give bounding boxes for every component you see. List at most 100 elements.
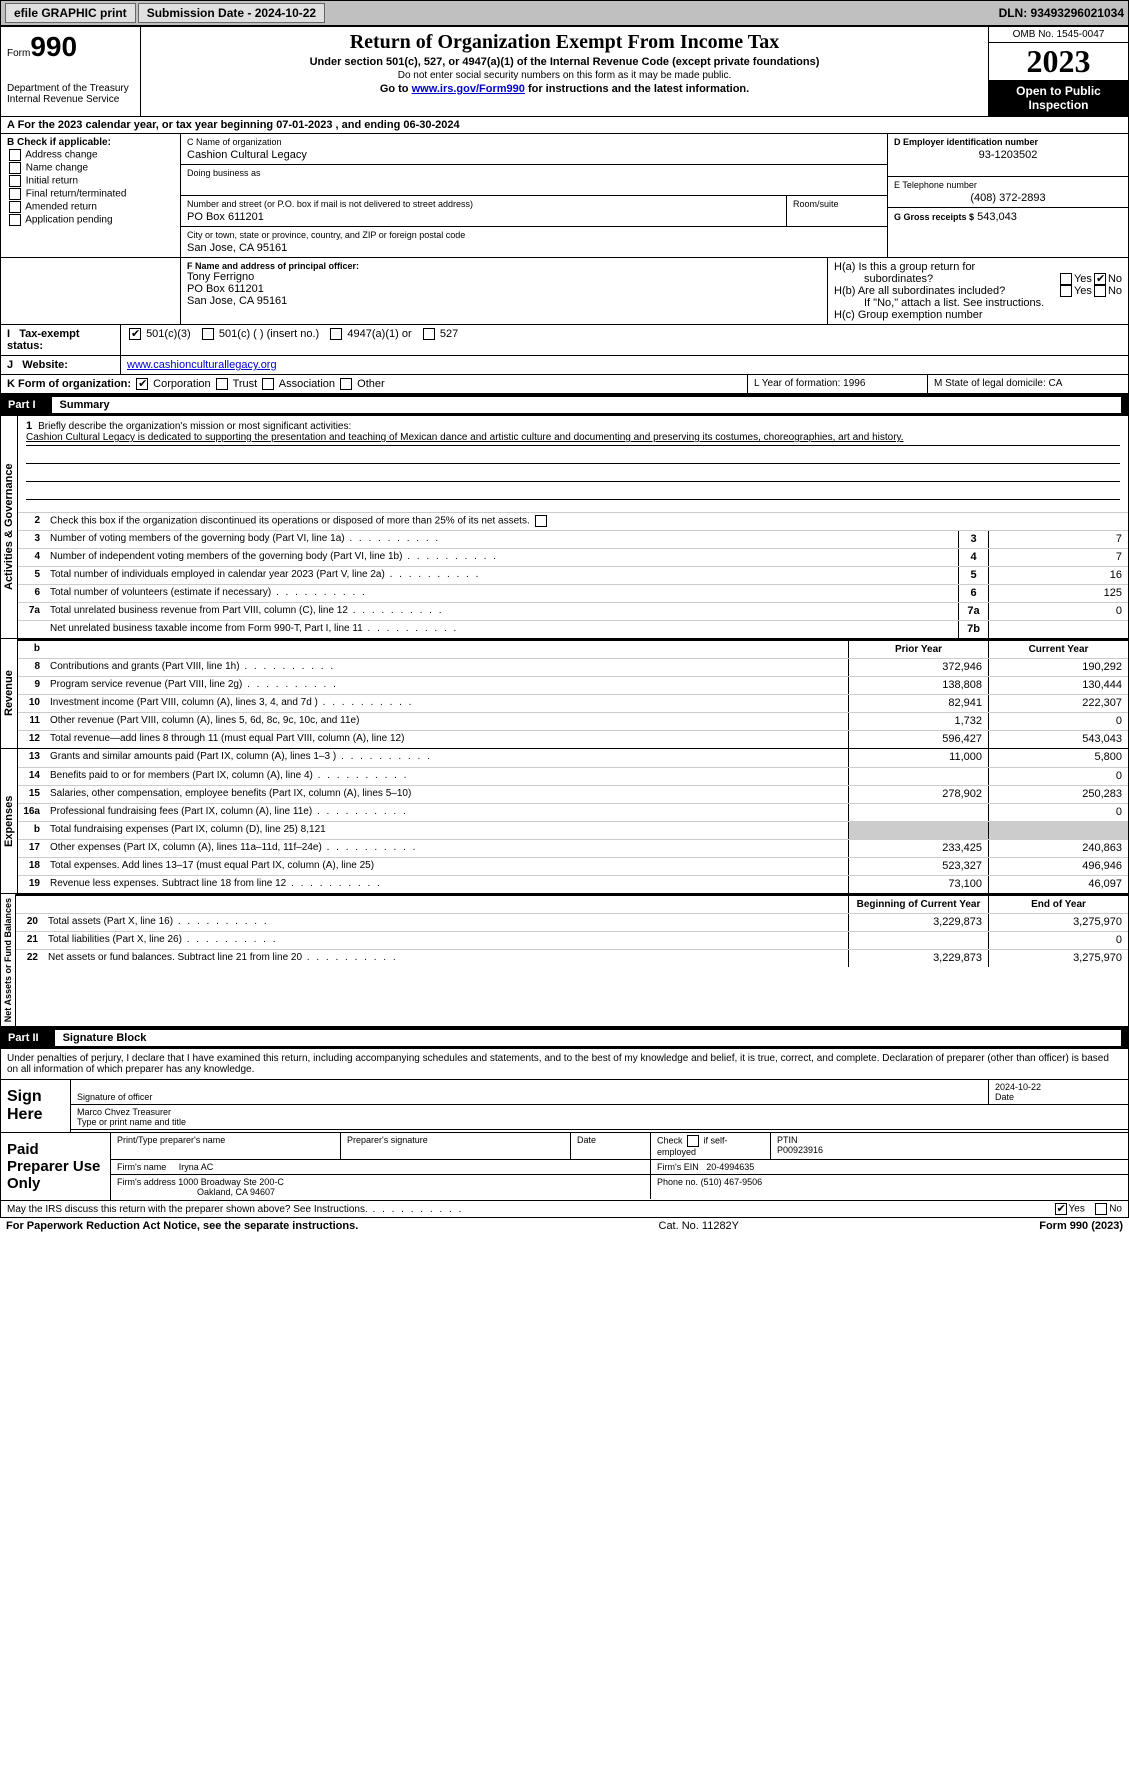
section-bcd: B Check if applicable: Address change Na… [0,134,1129,258]
officer-street: PO Box 611201 [187,283,821,295]
line-19-current: 46,097 [988,876,1128,893]
line-7a-value: 0 [988,603,1128,620]
final-return-checkbox[interactable] [9,188,21,200]
officer-label: F Name and address of principal officer: [187,261,821,271]
line-18-current: 496,946 [988,858,1128,875]
self-employed-checkbox[interactable] [687,1135,699,1147]
4947a1-checkbox[interactable] [330,328,342,340]
ha-no-checkbox[interactable] [1094,273,1106,285]
officer-city: San Jose, CA 95161 [187,295,821,307]
line-15-desc: Salaries, other compensation, employee b… [46,786,848,803]
association-checkbox[interactable] [262,378,274,390]
org-name-label: C Name of organization [187,137,881,147]
line-18-desc: Total expenses. Add lines 13–17 (must eq… [46,858,848,875]
paid-preparer-section: Paid Preparer Use Only Print/Type prepar… [0,1133,1129,1201]
city-label: City or town, state or province, country… [187,230,881,240]
firm-ein-value: 20-4994635 [706,1162,754,1172]
expenses-section: Expenses 13Grants and similar amounts pa… [0,749,1129,894]
line-10-desc: Investment income (Part VIII, column (A)… [46,695,848,712]
line-6-value: 125 [988,585,1128,602]
website-link[interactable]: www.cashionculturallegacy.org [127,359,277,371]
form-990-footer: Form 990 (2023) [1039,1220,1123,1232]
line-5-desc: Total number of individuals employed in … [46,567,958,584]
line-9-desc: Program service revenue (Part VIII, line… [46,677,848,694]
other-checkbox[interactable] [340,378,352,390]
line-4-desc: Number of independent voting members of … [46,549,958,566]
hb-label: H(b) Are all subordinates included? [834,285,1058,297]
line-9-current: 130,444 [988,677,1128,694]
line-16a-current: 0 [988,804,1128,821]
firm-addr-label: Firm's address [117,1177,176,1187]
telephone-label: E Telephone number [894,180,1122,190]
footer-row: For Paperwork Reduction Act Notice, see … [0,1218,1129,1234]
firm-phone-value: (510) 467-9506 [701,1177,763,1187]
discuss-no-checkbox[interactable] [1095,1203,1107,1215]
form-org-label: K Form of organization: [7,378,131,390]
section-j: J Website: www.cashionculturallegacy.org [0,356,1129,375]
irs-link[interactable]: www.irs.gov/Form990 [412,83,525,95]
type-name-label: Type or print name and title [77,1117,1122,1127]
sign-here-section: Sign Here Signature of officer 2024-10-2… [0,1080,1129,1133]
ein-label: D Employer identification number [894,137,1122,147]
line-8-prior: 372,946 [848,659,988,676]
sign-date-label: Date [995,1092,1122,1102]
amended-return-checkbox[interactable] [9,201,21,213]
line-7b-desc: Net unrelated business taxable income fr… [46,621,958,638]
line-10-current: 222,307 [988,695,1128,712]
line-3-value: 7 [988,531,1128,548]
ein-value: 93-1203502 [894,149,1122,161]
line-19-prior: 73,100 [848,876,988,893]
dln-label: DLN: 93493296021034 [999,6,1124,20]
section-klm: K Form of organization: Corporation Trus… [0,375,1129,394]
line-22-end: 3,275,970 [988,950,1128,967]
discuss-row: May the IRS discuss this return with the… [0,1201,1129,1218]
ha-yes-checkbox[interactable] [1060,273,1072,285]
line-5-value: 16 [988,567,1128,584]
501c-checkbox[interactable] [202,328,214,340]
line-13-current: 5,800 [988,749,1128,767]
527-checkbox[interactable] [423,328,435,340]
line-13-desc: Grants and similar amounts paid (Part IX… [46,749,848,767]
form-prefix: Form [7,48,30,59]
ptin-value: P00923916 [777,1145,823,1155]
org-name-value: Cashion Cultural Legacy [187,149,881,161]
trust-checkbox[interactable] [216,378,228,390]
part-1-header: Part I Summary [0,394,1129,416]
address-change-checkbox[interactable] [9,149,21,161]
efile-print-button[interactable]: efile GRAPHIC print [5,3,136,23]
omb-number: OMB No. 1545-0047 [989,27,1128,43]
officer-name: Tony Ferrigno [187,271,821,283]
firm-phone-label: Phone no. [657,1177,698,1187]
line-21-end: 0 [988,932,1128,949]
room-label: Room/suite [793,199,881,209]
initial-return-checkbox[interactable] [9,175,21,187]
corporation-checkbox[interactable] [136,378,148,390]
name-change-checkbox[interactable] [9,162,21,174]
line-20-begin: 3,229,873 [848,914,988,931]
discuss-yes-checkbox[interactable] [1055,1203,1067,1215]
submission-date-badge: Submission Date - 2024-10-22 [138,3,325,23]
mission-label: Briefly describe the organization's miss… [38,421,351,432]
goto-instructions: Go to www.irs.gov/Form990 for instructio… [147,83,982,95]
line-14-current: 0 [988,768,1128,785]
line-11-desc: Other revenue (Part VIII, column (A), li… [46,713,848,730]
form-number: 990 [30,31,77,62]
form-header: Form990 Department of the Treasury Inter… [0,26,1129,117]
signature-officer-label: Signature of officer [77,1092,982,1102]
top-bar: efile GRAPHIC print Submission Date - 20… [0,0,1129,26]
line-7b-value [988,621,1128,638]
section-i: I Tax-exempt status: 501(c)(3) 501(c) ( … [0,325,1129,356]
line-16a-prior [848,804,988,821]
firm-name-value: Iryna AC [179,1162,214,1172]
line-4-value: 7 [988,549,1128,566]
hb-no-checkbox[interactable] [1094,285,1106,297]
firm-city-value: Oakland, CA 94607 [117,1187,275,1197]
line-14-prior [848,768,988,785]
hb-yes-checkbox[interactable] [1060,285,1072,297]
501c3-checkbox[interactable] [129,328,141,340]
governance-vert-label: Activities & Governance [1,416,18,638]
application-pending-checkbox[interactable] [9,214,21,226]
line-2-checkbox[interactable] [535,515,547,527]
current-year-header: Current Year [988,641,1128,658]
paperwork-notice: For Paperwork Reduction Act Notice, see … [6,1220,358,1232]
